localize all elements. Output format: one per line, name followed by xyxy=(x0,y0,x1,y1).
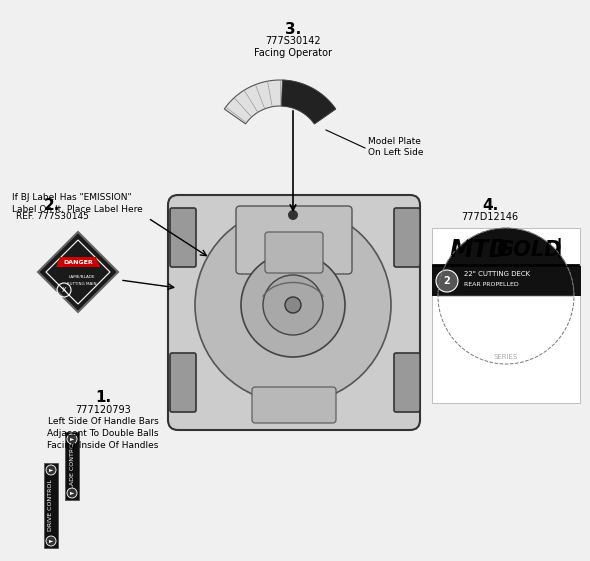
Polygon shape xyxy=(224,80,336,124)
Text: Left Side Of Handle Bars
Adjacent To Double Balls
Facing Inside Of Handles: Left Side Of Handle Bars Adjacent To Dou… xyxy=(47,417,159,449)
Bar xyxy=(65,432,79,500)
Text: 777S30142: 777S30142 xyxy=(265,36,321,46)
FancyBboxPatch shape xyxy=(170,353,196,412)
Text: ►: ► xyxy=(49,467,53,472)
Text: Model Plate
On Left Side: Model Plate On Left Side xyxy=(368,136,424,158)
FancyBboxPatch shape xyxy=(394,353,420,412)
Text: BLADE CONTROL: BLADE CONTROL xyxy=(70,439,74,493)
Text: PUTTING MAIN: PUTTING MAIN xyxy=(67,282,97,286)
Text: SERIES: SERIES xyxy=(494,354,518,360)
Circle shape xyxy=(67,488,77,498)
Text: ►: ► xyxy=(70,490,74,495)
Text: 4.: 4. xyxy=(482,198,498,213)
Bar xyxy=(432,266,581,296)
Text: DANGER: DANGER xyxy=(63,260,93,264)
Text: 22" CUTTING DECK: 22" CUTTING DECK xyxy=(464,271,530,277)
Text: Facing Operator: Facing Operator xyxy=(254,48,332,58)
Circle shape xyxy=(288,210,298,220)
Bar xyxy=(44,463,58,548)
Text: LAME/BLADE: LAME/BLADE xyxy=(68,275,96,279)
FancyBboxPatch shape xyxy=(394,208,420,267)
Text: 1.: 1. xyxy=(95,390,111,405)
Circle shape xyxy=(46,465,56,475)
Text: If BJ Label Has "EMISSION"
Label On It, Place Label Here: If BJ Label Has "EMISSION" Label On It, … xyxy=(12,193,143,214)
FancyBboxPatch shape xyxy=(265,232,323,273)
Circle shape xyxy=(67,434,77,444)
Text: ►: ► xyxy=(70,436,74,442)
Text: ►: ► xyxy=(49,539,53,544)
Text: GOLD: GOLD xyxy=(496,240,562,260)
Circle shape xyxy=(195,207,391,403)
Text: 2: 2 xyxy=(444,276,450,286)
Text: MTD: MTD xyxy=(450,238,509,262)
Circle shape xyxy=(263,275,323,335)
Bar xyxy=(432,228,580,403)
FancyBboxPatch shape xyxy=(170,208,196,267)
Text: REAR PROPELLED: REAR PROPELLED xyxy=(464,282,519,287)
Polygon shape xyxy=(56,257,100,267)
Circle shape xyxy=(46,536,56,546)
FancyBboxPatch shape xyxy=(168,195,420,430)
Polygon shape xyxy=(281,80,336,124)
FancyBboxPatch shape xyxy=(252,387,336,423)
Text: REF. 777S30145: REF. 777S30145 xyxy=(15,212,88,221)
Text: 3.: 3. xyxy=(285,22,301,37)
FancyBboxPatch shape xyxy=(236,206,352,274)
Text: DRIVE CONTROL: DRIVE CONTROL xyxy=(48,480,54,531)
Circle shape xyxy=(436,270,458,292)
Text: 777120793: 777120793 xyxy=(75,405,131,415)
Text: X: X xyxy=(61,287,66,293)
Text: 777D12146: 777D12146 xyxy=(461,212,519,222)
Circle shape xyxy=(241,253,345,357)
Text: 650: 650 xyxy=(463,317,549,359)
Circle shape xyxy=(285,297,301,313)
Text: 2.: 2. xyxy=(44,198,60,213)
Polygon shape xyxy=(38,232,118,312)
Wedge shape xyxy=(438,228,574,296)
Text: |: | xyxy=(555,238,562,258)
